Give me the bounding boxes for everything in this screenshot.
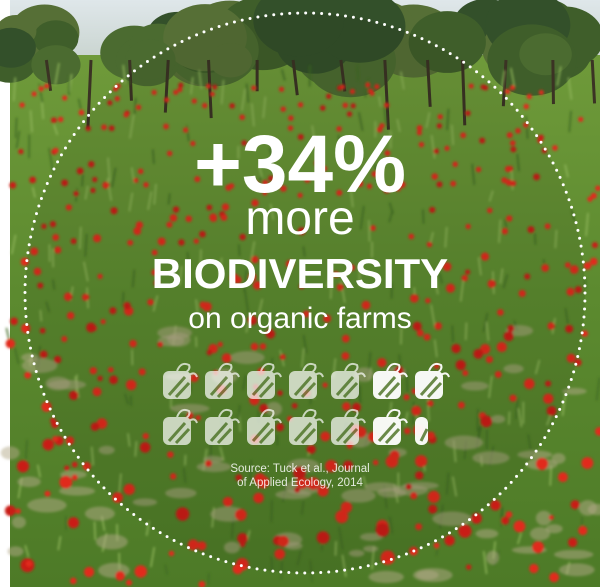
- poppy: [115, 571, 125, 581]
- poppy: [510, 85, 515, 90]
- poppy: [490, 500, 501, 511]
- poppy: [15, 508, 21, 514]
- poppy: [51, 117, 57, 123]
- poppy: [44, 84, 49, 89]
- poppy: [10, 317, 18, 325]
- soil: [413, 568, 453, 582]
- page: +34% more BIODIVERSITY on organic farms …: [0, 0, 600, 587]
- soil: [1, 446, 20, 459]
- soil: [476, 529, 499, 538]
- poppy: [549, 572, 559, 582]
- poppy: [532, 541, 544, 553]
- headline-line: BIODIVERSITY: [152, 250, 448, 297]
- poppy: [524, 104, 529, 109]
- poppy: [169, 551, 174, 556]
- poppy: [571, 500, 580, 509]
- bee-icon: [415, 417, 428, 445]
- poppy: [45, 491, 51, 497]
- poppy: [79, 110, 85, 116]
- poppy: [581, 457, 593, 469]
- poppy: [552, 145, 558, 151]
- poppy: [70, 578, 76, 584]
- poppy: [558, 472, 568, 482]
- soil: [85, 507, 115, 521]
- poppy: [9, 182, 16, 189]
- poppy: [505, 89, 510, 94]
- poppy: [126, 580, 132, 586]
- poppy: [536, 458, 548, 470]
- poppy: [19, 102, 24, 107]
- poppy: [52, 436, 58, 442]
- tree-canopy: [519, 33, 572, 75]
- poppy: [29, 177, 36, 184]
- poppy: [592, 242, 598, 248]
- poppy: [506, 511, 513, 518]
- poppy: [135, 565, 148, 578]
- poppy: [17, 460, 29, 472]
- grass: [69, 76, 70, 95]
- soil: [486, 551, 499, 565]
- poppy: [578, 526, 587, 535]
- poppy: [72, 462, 78, 468]
- poppy: [58, 117, 64, 123]
- headline-line: on organic farms: [188, 302, 411, 335]
- headline-line: more: [245, 192, 354, 245]
- infographic: +34% more BIODIVERSITY on organic farms …: [0, 0, 600, 587]
- poppy: [434, 543, 440, 549]
- poppy: [529, 564, 538, 573]
- poppy: [68, 517, 79, 528]
- soil: [17, 476, 40, 487]
- poppy: [42, 439, 53, 450]
- poppy: [590, 258, 598, 266]
- grass: [16, 118, 17, 138]
- poppy: [539, 90, 544, 95]
- poppy: [24, 372, 31, 379]
- poppy: [578, 117, 583, 122]
- poppy: [527, 94, 532, 99]
- poppy: [568, 538, 577, 547]
- soil: [554, 550, 593, 559]
- poppy: [5, 505, 16, 516]
- poppy: [62, 95, 67, 100]
- poppy: [6, 339, 15, 348]
- poppy: [59, 476, 72, 489]
- poppy: [458, 524, 471, 537]
- tree-trunk: [553, 60, 554, 104]
- poppy: [72, 474, 78, 480]
- soil: [559, 563, 595, 576]
- poppy: [514, 520, 526, 532]
- soil: [369, 571, 404, 583]
- source-line: of Applied Ecology, 2014: [237, 477, 363, 489]
- poppy: [64, 466, 69, 471]
- poppy: [587, 196, 592, 201]
- source-line: Source: Tuck et al., Journal: [230, 463, 369, 475]
- poppy: [549, 515, 554, 520]
- soil: [546, 524, 563, 533]
- poppy: [444, 535, 454, 545]
- soil: [27, 498, 66, 512]
- poppy: [584, 262, 592, 270]
- soil: [12, 516, 26, 528]
- grass: [95, 522, 96, 540]
- poppy: [32, 91, 37, 96]
- poppy: [18, 149, 23, 154]
- soil: [96, 534, 128, 549]
- poppy: [53, 148, 59, 154]
- soil: [552, 453, 566, 464]
- soil: [8, 546, 24, 556]
- poppy: [84, 567, 94, 577]
- poppy: [466, 565, 471, 570]
- poppy: [26, 560, 32, 566]
- poppy: [39, 86, 44, 91]
